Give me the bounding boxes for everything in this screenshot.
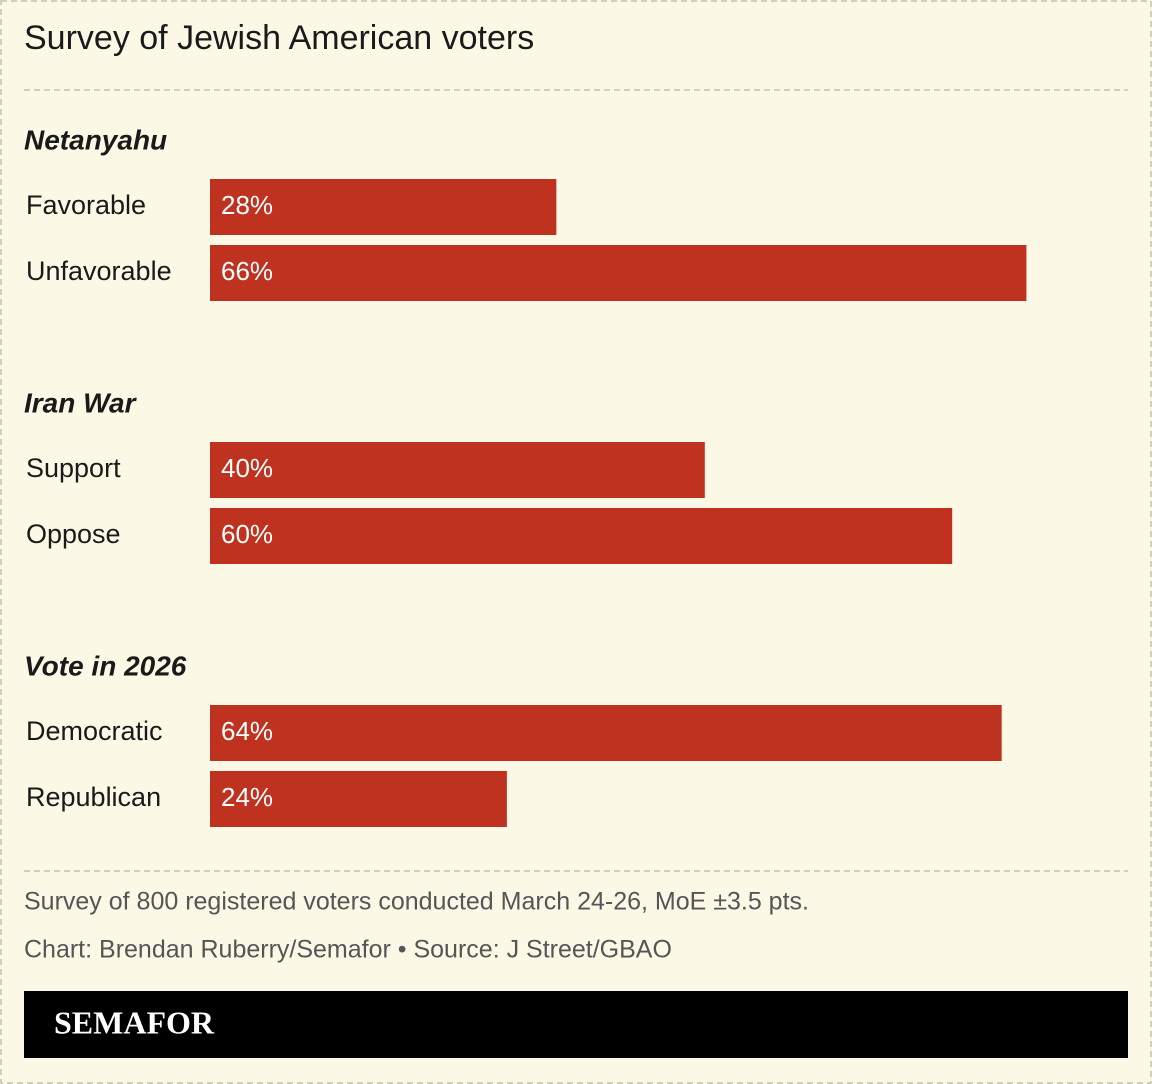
category-label: Favorable: [26, 190, 146, 220]
category-label: Democratic: [26, 716, 163, 746]
bar: [210, 508, 953, 564]
category-label: Unfavorable: [26, 256, 172, 286]
value-label: 24%: [221, 782, 273, 812]
chart-title: Survey of Jewish American voters: [24, 19, 534, 57]
note: Survey of 800 registered voters conducte…: [24, 888, 809, 916]
brand: SEMAFOR: [54, 1004, 215, 1040]
bar: [210, 245, 1027, 301]
category-label: Support: [26, 453, 121, 483]
value-label: 66%: [221, 256, 273, 286]
section-title: Vote in 2026: [24, 650, 187, 681]
bar: [210, 771, 507, 827]
value-label: 60%: [221, 519, 273, 549]
category-label: Republican: [26, 782, 161, 812]
brand-bar: [24, 991, 1128, 1058]
value-label: 64%: [221, 716, 273, 746]
bar: [210, 705, 1002, 761]
credit: Chart: Brendan Ruberry/Semafor • Source:…: [24, 936, 672, 964]
bar: [210, 442, 705, 498]
section-title: Netanyahu: [24, 124, 167, 155]
value-label: 40%: [221, 453, 273, 483]
bar: [210, 179, 557, 235]
value-label: 28%: [221, 190, 273, 220]
category-label: Oppose: [26, 519, 121, 549]
section-title: Iran War: [24, 387, 138, 418]
